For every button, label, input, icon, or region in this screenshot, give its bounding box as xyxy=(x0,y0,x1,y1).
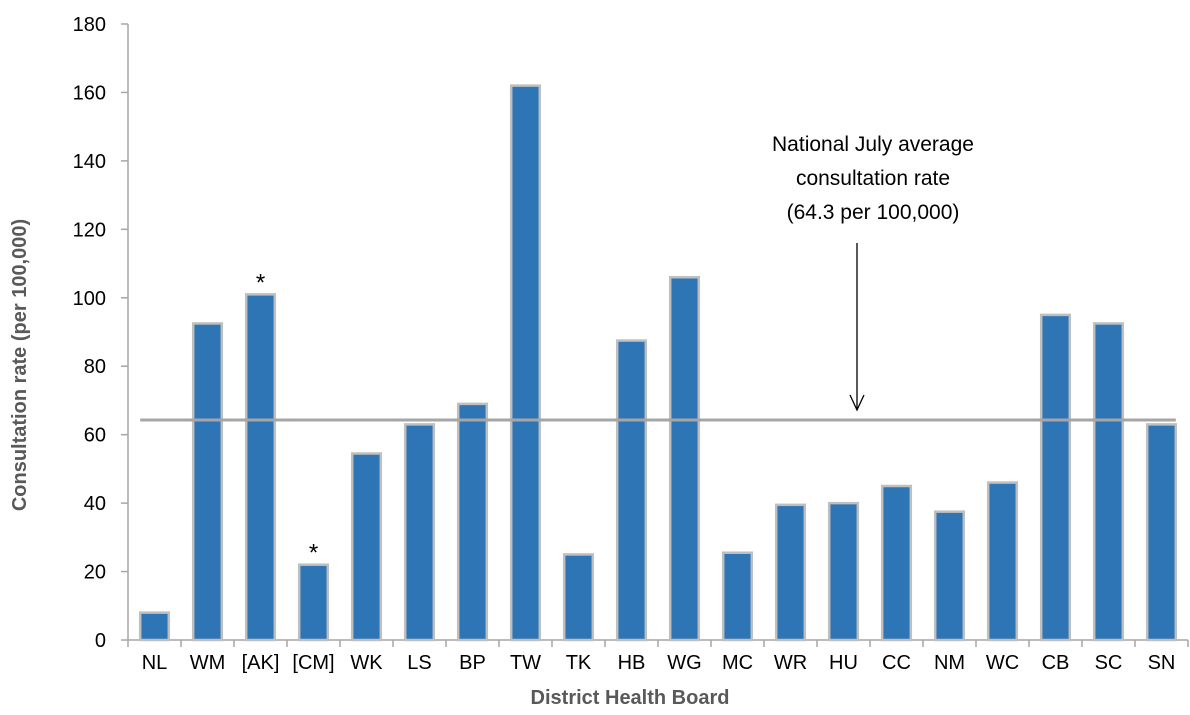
bar-wc xyxy=(986,481,1019,642)
x-tick-label: WK xyxy=(350,652,383,674)
bar-hu xyxy=(827,501,860,642)
y-tick-label: 160 xyxy=(73,82,106,104)
x-tick-label: TW xyxy=(510,652,541,674)
bar-ls xyxy=(403,423,436,642)
x-tick-label: [CM] xyxy=(292,652,334,674)
y-axis: 0 20 40 60 80 100 120 140 160 180 xyxy=(73,14,129,652)
x-tick-label: WC xyxy=(986,652,1019,674)
x-tick-label: [AK] xyxy=(242,652,280,674)
y-tick-label: 20 xyxy=(84,562,106,584)
x-tick-label: SC xyxy=(1095,652,1123,674)
bar-series xyxy=(138,84,1178,642)
y-tick-label: 100 xyxy=(73,288,106,310)
bar-cc xyxy=(880,484,913,642)
bar-nl xyxy=(138,611,171,642)
x-axis-title: District Health Board xyxy=(531,687,730,709)
x-tick-label: LS xyxy=(407,652,431,674)
x-tick-label: BP xyxy=(459,652,486,674)
bar-ak xyxy=(244,293,277,642)
bar-wr xyxy=(774,503,807,642)
y-tick-label: 60 xyxy=(84,425,106,447)
x-tick-label: SN xyxy=(1148,652,1176,674)
y-tick-label: 180 xyxy=(73,14,106,36)
asterisk-marker: * xyxy=(309,540,318,567)
x-tick-label: NM xyxy=(934,652,965,674)
bar-cb xyxy=(1039,313,1072,642)
x-tick-label: NL xyxy=(142,652,168,674)
y-tick-label: 120 xyxy=(73,219,106,241)
bar-nm xyxy=(933,510,966,642)
asterisk-marker: * xyxy=(256,269,265,296)
y-axis-title: Consultation rate (per 100,000) xyxy=(9,219,31,511)
y-tick-label: 140 xyxy=(73,151,106,173)
x-tick-label: WR xyxy=(774,652,807,674)
bar-tw xyxy=(509,84,542,642)
bar-wk xyxy=(350,452,383,642)
bar-sc xyxy=(1092,322,1125,642)
annotation-line-1: National July average xyxy=(772,133,974,156)
bar-wm xyxy=(191,322,224,642)
bar-cm xyxy=(297,563,330,642)
y-tick-label: 0 xyxy=(95,630,106,652)
x-tick-label: HU xyxy=(829,652,858,674)
x-tick-label: WM xyxy=(190,652,226,674)
reference-annotation: National July average consultation rate (6… xyxy=(772,133,974,412)
bar-hb xyxy=(615,339,648,642)
y-tick-label: 80 xyxy=(84,356,106,378)
bar-mc xyxy=(721,551,754,642)
x-tick-label: CB xyxy=(1042,652,1070,674)
bar-bp xyxy=(456,402,489,642)
y-tick-label: 40 xyxy=(84,493,106,515)
x-tick-label: WG xyxy=(667,652,701,674)
annotation-line-3: (64.3 per 100,000) xyxy=(787,201,960,224)
x-tick-label: MC xyxy=(722,652,753,674)
bar-wg xyxy=(668,275,701,642)
annotation-arrow-head xyxy=(849,394,865,412)
bar-tk xyxy=(562,553,595,642)
x-tick-label: TK xyxy=(566,652,592,674)
asterisk-markers: ** xyxy=(256,269,318,566)
bar-sn xyxy=(1145,423,1178,642)
annotation-line-2: consultation rate xyxy=(796,167,950,190)
x-tick-label: HB xyxy=(618,652,646,674)
x-tick-label: CC xyxy=(882,652,911,674)
x-axis: NL WM [AK] [CM] WK LS BP TW TK HB WG MC WR HU CC NM WC CB… xyxy=(127,639,1189,674)
